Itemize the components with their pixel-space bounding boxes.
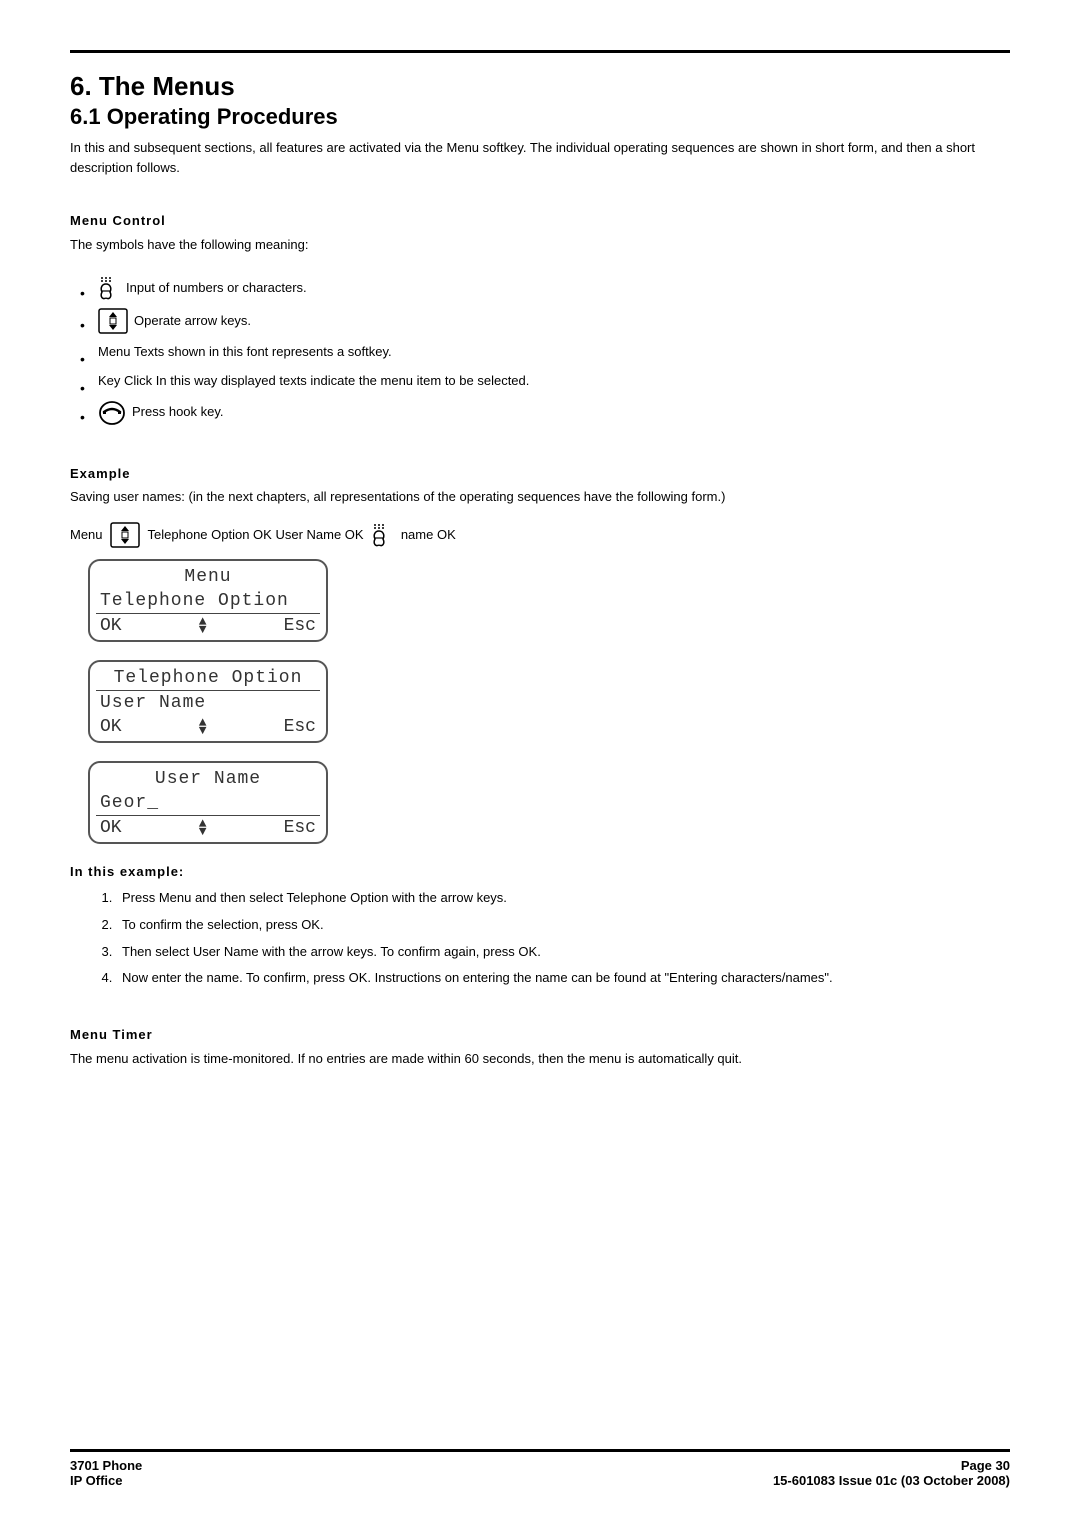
lcd-softkey-right: Esc bbox=[284, 717, 316, 737]
step-item: Then select User Name with the arrow key… bbox=[116, 942, 1010, 963]
lcd-softkey-left: OK bbox=[100, 616, 122, 636]
top-rule bbox=[70, 50, 1010, 53]
list-item: Operate arrow keys. bbox=[98, 308, 1010, 334]
arrow-key-icon bbox=[98, 308, 128, 334]
lcd-softkey-right: Esc bbox=[284, 818, 316, 838]
menu-timer-text: The menu activation is time-monitored. I… bbox=[70, 1049, 1010, 1069]
footer-right-1: Page 30 bbox=[961, 1458, 1010, 1473]
phone-screen: User Name Geor_ OK ▲▼ Esc bbox=[88, 761, 328, 844]
example-steps: Press Menu and then select Telephone Opt… bbox=[70, 888, 1010, 989]
in-this-example-label: In this example: bbox=[70, 862, 1010, 882]
footer-left-2: IP Office bbox=[70, 1473, 123, 1488]
updown-icon: ▲▼ bbox=[199, 820, 207, 836]
lcd-title: User Name bbox=[90, 767, 326, 791]
footer-left-1: 3701 Phone bbox=[70, 1458, 142, 1473]
list-item: Input of numbers or characters. bbox=[98, 276, 1010, 300]
lcd-line: User Name bbox=[90, 691, 326, 715]
step-item: Press Menu and then select Telephone Opt… bbox=[116, 888, 1010, 909]
example-label: Example bbox=[70, 464, 1010, 484]
section-heading: 6.1 Operating Procedures bbox=[70, 104, 1010, 130]
page-footer: 3701 Phone Page 30 IP Office 15-601083 I… bbox=[70, 1449, 1010, 1488]
hook-key-icon bbox=[98, 400, 126, 426]
footer-right-2: 15-601083 Issue 01c (03 October 2008) bbox=[773, 1473, 1010, 1488]
input-icon bbox=[98, 276, 120, 300]
chapter-heading: 6. The Menus bbox=[70, 71, 1010, 102]
menu-control-sub: The symbols have the following meaning: bbox=[70, 235, 1010, 255]
lcd-line: Telephone Option bbox=[96, 589, 320, 614]
step-item: Now enter the name. To confirm, press OK… bbox=[116, 968, 1010, 989]
symbol-list: Input of numbers or characters. Operate … bbox=[70, 276, 1010, 426]
menu-control-label: Menu Control bbox=[70, 211, 1010, 231]
example-sequence: Menu Telephone Option OK User Name OK na… bbox=[70, 521, 1010, 550]
example-desc: Saving user names: (in the next chapters… bbox=[70, 487, 1010, 507]
updown-icon: ▲▼ bbox=[199, 618, 207, 634]
menu-timer-label: Menu Timer bbox=[70, 1025, 1010, 1045]
arrow-key-icon bbox=[110, 521, 140, 550]
list-item-text: Key Click In this way displayed texts in… bbox=[98, 373, 529, 388]
list-item: Key Click In this way displayed texts in… bbox=[98, 371, 1010, 392]
list-item: Menu Texts shown in this font represents… bbox=[98, 342, 1010, 363]
list-item-text: Input of numbers or characters. bbox=[126, 278, 307, 299]
list-item-text: Operate arrow keys. bbox=[134, 311, 251, 332]
phone-screen: Telephone Option User Name OK ▲▼ Esc bbox=[88, 660, 328, 743]
seq-text: name OK bbox=[401, 527, 456, 542]
document-page: 6. The Menus 6.1 Operating Procedures In… bbox=[0, 0, 1080, 1528]
lcd-softkey-left: OK bbox=[100, 818, 122, 838]
lcd-title: Menu bbox=[90, 565, 326, 589]
lcd-softkey-right: Esc bbox=[284, 616, 316, 636]
intro-paragraph: In this and subsequent sections, all fea… bbox=[70, 138, 1010, 177]
seq-text: Telephone Option OK User Name OK bbox=[148, 527, 368, 542]
lcd-title: Telephone Option bbox=[96, 666, 320, 691]
lcd-line: Geor_ bbox=[96, 791, 320, 816]
input-icon bbox=[371, 521, 393, 550]
seq-text: Menu bbox=[70, 527, 106, 542]
list-item-text: Press hook key. bbox=[132, 402, 224, 423]
lcd-softkey-left: OK bbox=[100, 717, 122, 737]
updown-icon: ▲▼ bbox=[199, 719, 207, 735]
phone-screen: Menu Telephone Option OK ▲▼ Esc bbox=[88, 559, 328, 642]
list-item: Press hook key. bbox=[98, 400, 1010, 426]
step-item: To confirm the selection, press OK. bbox=[116, 915, 1010, 936]
list-item-text: Menu Texts shown in this font represents… bbox=[98, 344, 392, 359]
